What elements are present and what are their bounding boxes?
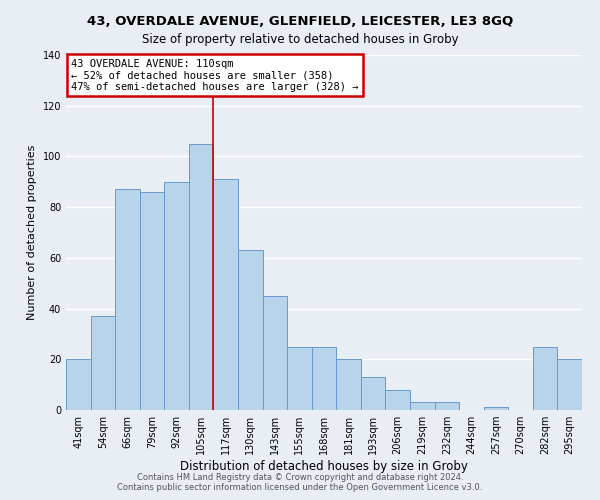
Text: 43, OVERDALE AVENUE, GLENFIELD, LEICESTER, LE3 8GQ: 43, OVERDALE AVENUE, GLENFIELD, LEICESTE… <box>87 15 513 28</box>
Text: 43 OVERDALE AVENUE: 110sqm
← 52% of detached houses are smaller (358)
47% of sem: 43 OVERDALE AVENUE: 110sqm ← 52% of deta… <box>71 58 359 92</box>
Bar <box>336 360 361 410</box>
Bar <box>533 346 557 410</box>
Bar <box>91 316 115 410</box>
Bar <box>287 346 312 410</box>
Y-axis label: Number of detached properties: Number of detached properties <box>27 145 37 320</box>
Text: Contains HM Land Registry data © Crown copyright and database right 2024.
Contai: Contains HM Land Registry data © Crown c… <box>118 473 482 492</box>
Bar <box>263 296 287 410</box>
Bar <box>484 408 508 410</box>
Bar <box>361 377 385 410</box>
Bar <box>385 390 410 410</box>
Text: Size of property relative to detached houses in Groby: Size of property relative to detached ho… <box>142 32 458 46</box>
X-axis label: Distribution of detached houses by size in Groby: Distribution of detached houses by size … <box>180 460 468 473</box>
Bar <box>410 402 434 410</box>
Bar <box>164 182 189 410</box>
Bar <box>189 144 214 410</box>
Bar <box>140 192 164 410</box>
Bar <box>115 190 140 410</box>
Bar <box>214 180 238 410</box>
Bar <box>66 360 91 410</box>
Bar <box>238 250 263 410</box>
Bar <box>434 402 459 410</box>
Bar <box>557 360 582 410</box>
Bar <box>312 346 336 410</box>
